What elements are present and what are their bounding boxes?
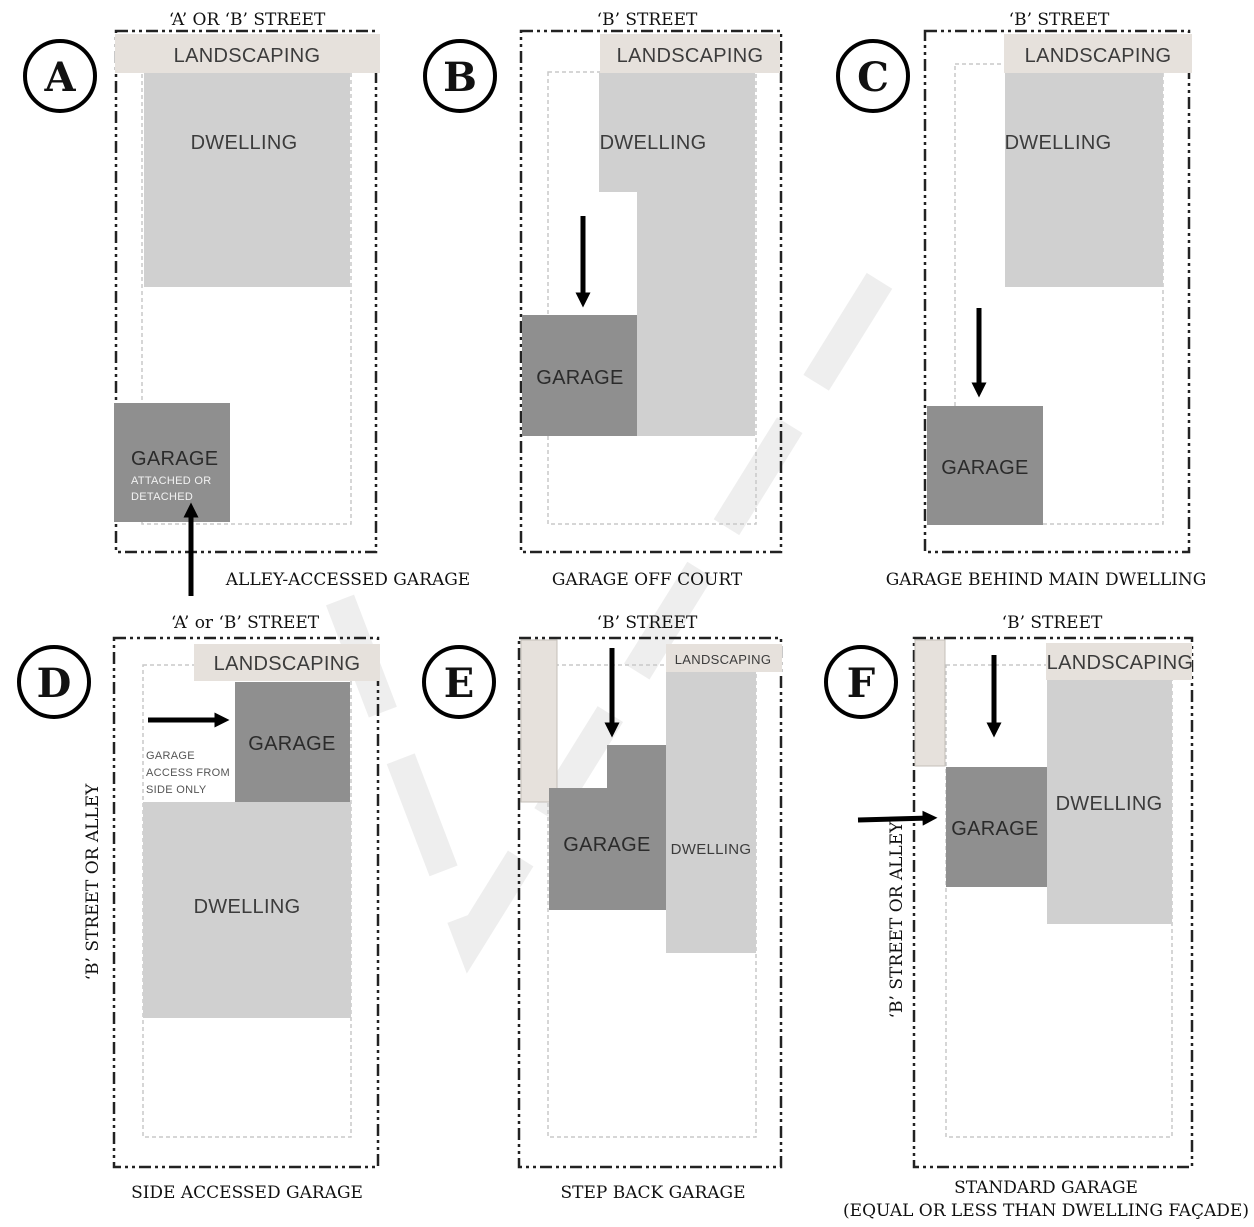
diagram-c-dwelling-label: DWELLING (1005, 132, 1112, 154)
diagram-b-street-label: ‘B’ STREET (597, 10, 698, 30)
diagram-b-dwelling (599, 73, 755, 436)
diagram-b-badge (423, 39, 497, 113)
diagram-d-landscaping (194, 644, 380, 681)
diagram-b-caption: GARAGE OFF COURT (552, 570, 743, 590)
diagram-b-landscaping (600, 34, 780, 73)
diagram-e-badge (422, 645, 496, 719)
diagram-f-side-street-label: ‘B’ STREET OR ALLEY (887, 821, 907, 1018)
diagram-f-arrow-side (857, 810, 938, 826)
diagram-e-side-landscaping (520, 639, 558, 803)
diagram-d-dwelling (143, 802, 351, 1018)
diagram-f-badge (824, 645, 898, 719)
diagram-c-caption: GARAGE BEHIND MAIN DWELLING (886, 570, 1207, 590)
diagram-f-dwelling-label: DWELLING (1056, 793, 1163, 815)
diagram-b: B ‘B’ STREET LANDSCAPING DWELLING GARAGE… (423, 10, 783, 590)
diagram-a-caption: ALLEY-ACCESSED GARAGE (225, 570, 470, 590)
diagram-f-lot-boundary (912, 636, 1194, 1169)
diagram-c-street-label: ‘B’ STREET (1009, 10, 1110, 30)
diagram-e-dwelling-label: DWELLING (671, 841, 752, 858)
diagram-f-caption-2: (EQUAL OR LESS THAN DWELLING FAÇADE) (843, 1201, 1249, 1221)
diagram-e-caption: STEP BACK GARAGE (560, 1183, 745, 1203)
diagram-a-lot-boundary (114, 29, 378, 554)
diagram-d-caption: SIDE ACCESSED GARAGE (131, 1183, 363, 1203)
diagram-c: C ‘B’ STREET LANDSCAPING DWELLING GARAGE… (836, 10, 1207, 590)
diagram-d-badge (17, 645, 91, 719)
diagram-d-access-note-3: SIDE ONLY (146, 784, 207, 796)
diagram-c-landscaping-label: LANDSCAPING (1025, 45, 1172, 67)
diagram-e-street-label: ‘B’ STREET (597, 613, 698, 633)
diagram-c-letter: C (857, 54, 889, 101)
diagram-d-access-note-1: GARAGE (146, 750, 195, 762)
diagram-d-side-street-label: ‘B’ STREET OR ALLEY (83, 783, 103, 980)
diagram-f-garage-label: GARAGE (951, 818, 1038, 840)
diagram-f-garage (946, 767, 1047, 887)
diagram-c-dwelling (1005, 73, 1163, 287)
diagram-f-side-landscaping (914, 639, 946, 767)
diagram-c-badge (836, 39, 910, 113)
diagram-a-landscaping (115, 34, 380, 73)
diagram-d-garage-label: GARAGE (248, 733, 335, 755)
diagram-a-dwelling-label: DWELLING (191, 132, 298, 154)
diagram-e-lot-boundary (517, 636, 783, 1169)
diagram-b-landscaping-label: LANDSCAPING (617, 45, 764, 67)
diagram-a: A ‘A’ OR ‘B’ STREET LANDSCAPING DWELLING… (23, 10, 470, 596)
diagram-c-garage (927, 406, 1043, 525)
diagram-e-letter: E (444, 660, 475, 707)
diagram-c-garage-label: GARAGE (941, 457, 1028, 479)
diagram-b-lot-boundary (519, 29, 783, 554)
diagram-b-garage-label: GARAGE (536, 367, 623, 389)
diagram-f-landscaping-label: LANDSCAPING (1047, 652, 1194, 674)
watermark (325, 272, 893, 974)
diagram-e-dwelling (666, 672, 756, 953)
diagram-f-landscaping (1046, 643, 1192, 680)
diagram-a-landscaping-label: LANDSCAPING (174, 45, 321, 67)
diagram-a-garage-note-1: ATTACHED OR (131, 475, 212, 487)
diagram-a-badge (23, 39, 97, 113)
diagram-d-garage (235, 682, 350, 802)
diagram-f-caption: STANDARD GARAGE (954, 1178, 1138, 1198)
diagram-d-landscaping-label: LANDSCAPING (214, 653, 361, 675)
diagram-d-dwelling-label: DWELLING (194, 896, 301, 918)
diagram-c-landscaping (1004, 34, 1192, 73)
diagram-b-garage (522, 315, 637, 436)
diagram-e-garage-label: GARAGE (563, 834, 650, 856)
diagram-a-dwelling (144, 73, 350, 287)
diagram-a-garage-label: GARAGE (131, 448, 218, 470)
diagram-d-street-label: ‘A’ or ‘B’ STREET (171, 613, 320, 633)
diagram-d-access-note-2: ACCESS FROM (146, 767, 230, 779)
diagram-d-lot-boundary (112, 636, 380, 1169)
diagram-f-street-label: ‘B’ STREET (1002, 613, 1103, 633)
diagram-e-garage (549, 745, 666, 910)
diagram-f-dwelling (1047, 680, 1172, 924)
diagram-a-garage (114, 403, 230, 522)
diagram-a-setback-line (141, 71, 352, 525)
diagram-b-setback-line (547, 71, 757, 525)
diagram-e-landscaping (666, 644, 782, 672)
diagram-d: D ‘A’ or ‘B’ STREET ‘B’ STREET OR ALLEY … (17, 613, 380, 1203)
diagram-d-letter: D (37, 660, 72, 707)
diagram-c-setback-line (954, 63, 1164, 525)
diagram-c-lot-boundary (923, 29, 1191, 554)
diagram-b-dwelling-label: DWELLING (600, 132, 707, 154)
diagram-b-letter: B (443, 54, 477, 101)
diagram-e-landscaping-label: LANDSCAPING (675, 652, 772, 667)
diagram-a-letter: A (43, 54, 76, 101)
diagram-f-letter: F (847, 660, 875, 707)
diagram-a-garage-note-2: DETACHED (131, 491, 193, 503)
diagram-f: F ‘B’ STREET ‘B’ STREET OR ALLEY LANDSCA… (824, 613, 1249, 1221)
diagram-a-street-label: ‘A’ OR ‘B’ STREET (169, 10, 326, 30)
diagram-e: E ‘B’ STREET LANDSCAPING DWELLING GARAGE… (422, 613, 783, 1203)
